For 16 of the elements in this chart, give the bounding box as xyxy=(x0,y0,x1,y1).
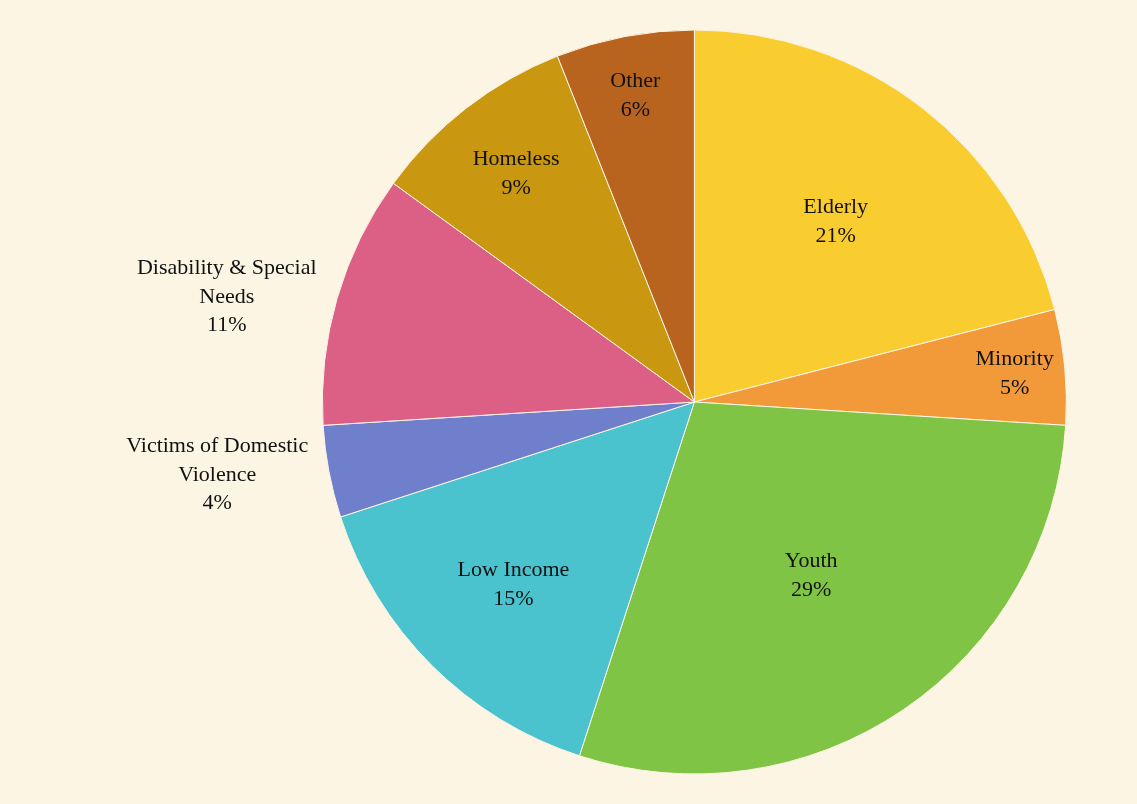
data-label: 11% xyxy=(207,311,247,337)
slice-label: Other xyxy=(610,67,662,93)
slice-label: Minority xyxy=(975,344,1054,370)
slice-label: Low Income xyxy=(457,556,570,582)
data-label: 9% xyxy=(501,173,531,199)
slice-label: Disability & Special Needs xyxy=(136,253,317,308)
slice-label: Homeless xyxy=(472,145,560,171)
data-label: 4% xyxy=(202,489,232,515)
data-label: 5% xyxy=(999,373,1030,399)
data-label: 15% xyxy=(493,584,534,610)
slice-label: Youth xyxy=(784,547,838,573)
slice-label: Victims of Domestic Violence xyxy=(126,432,309,486)
slice-label: Elderly xyxy=(803,192,869,218)
data-label: 29% xyxy=(791,575,832,601)
data-label: 21% xyxy=(815,221,856,247)
data-label: 6% xyxy=(620,96,650,122)
